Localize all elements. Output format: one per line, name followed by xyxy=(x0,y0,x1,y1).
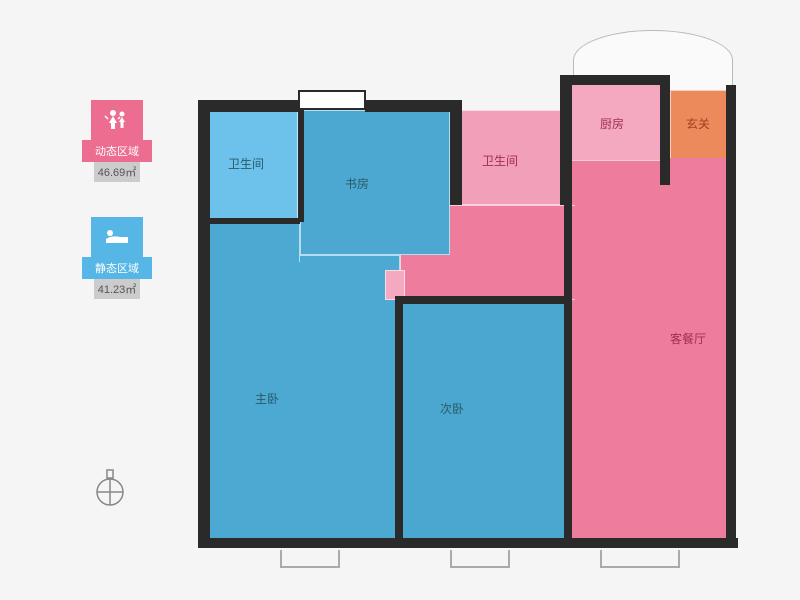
legend-static: 静态区域 41.23㎡ xyxy=(82,217,152,299)
legend-static-label: 静态区域 xyxy=(82,257,152,279)
wall xyxy=(365,100,455,112)
label-kitchen: 厨房 xyxy=(600,115,624,132)
window-top xyxy=(298,90,366,110)
wall xyxy=(298,110,304,222)
legend-static-icon-box xyxy=(91,217,143,257)
wall xyxy=(395,296,570,304)
label-study: 书房 xyxy=(345,175,369,192)
wall xyxy=(395,300,403,540)
label-bath1: 卫生间 xyxy=(228,155,264,172)
label-master: 主卧 xyxy=(255,390,279,407)
legend-static-value: 41.23㎡ xyxy=(94,279,141,299)
wall xyxy=(204,218,300,224)
room-master xyxy=(200,255,400,540)
room-study xyxy=(300,110,450,255)
wall xyxy=(450,100,462,205)
room-living-main xyxy=(570,160,730,540)
label-second: 次卧 xyxy=(440,400,464,417)
wall xyxy=(560,75,670,85)
wall xyxy=(198,100,298,112)
legend-dynamic-value: 46.69㎡ xyxy=(94,162,141,182)
label-bath2: 卫生间 xyxy=(482,152,518,169)
label-living: 客餐厅 xyxy=(670,330,706,347)
room-living-upstrip xyxy=(670,158,730,168)
balcony-rail xyxy=(450,550,510,568)
wall xyxy=(198,538,738,548)
rest-icon xyxy=(102,227,132,247)
wall xyxy=(660,75,670,185)
legend-dynamic-icon-box xyxy=(91,100,143,140)
legend-panel: 动态区域 46.69㎡ 静态区域 41.23㎡ xyxy=(82,100,152,334)
people-icon xyxy=(103,109,131,131)
wall xyxy=(564,205,572,543)
label-entrance: 玄关 xyxy=(686,115,710,132)
room-second xyxy=(400,300,570,540)
wall xyxy=(726,85,736,545)
legend-dynamic: 动态区域 46.69㎡ xyxy=(82,100,152,182)
floorplan: 玄关 厨房 卫生间 客餐厅 卫生间 书房 主卧 次卧 xyxy=(190,60,745,570)
compass-icon xyxy=(93,468,127,513)
legend-dynamic-label: 动态区域 xyxy=(82,140,152,162)
wall xyxy=(198,100,210,545)
wall xyxy=(560,75,572,205)
balcony-rail xyxy=(600,550,680,568)
room-master-nook xyxy=(205,222,300,262)
balcony-rail xyxy=(280,550,340,568)
